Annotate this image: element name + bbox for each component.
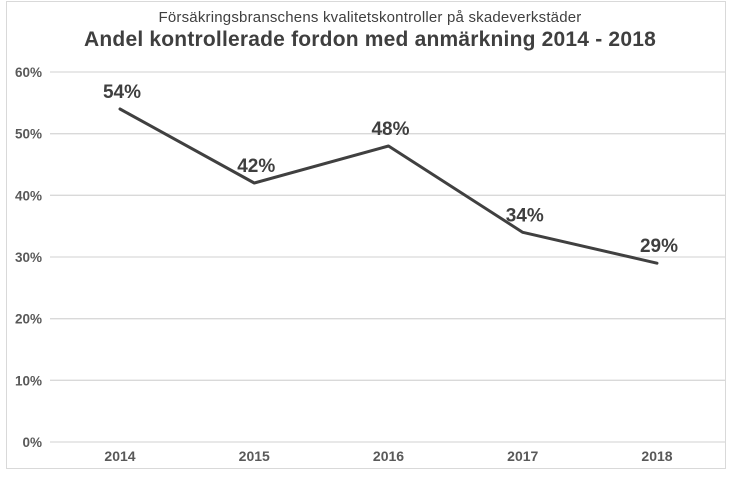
data-label: 54% [103, 82, 141, 103]
data-label: 34% [506, 205, 544, 226]
x-tick-label: 2014 [104, 448, 135, 464]
line-chart: 0% 10% 20% 30% 40% 50% 60% 54% 42% 48% 34% 29% 2014 2… [15, 65, 725, 464]
chart-subtitle: Försäkringsbranschens kvalitetskontrolle… [158, 9, 582, 26]
chart-title: Andel kontrollerade fordon med anmärknin… [84, 28, 656, 51]
y-tick-label: 40% [15, 188, 42, 203]
data-label: 42% [237, 156, 275, 177]
data-label: 48% [371, 119, 409, 140]
x-tick-label: 2018 [641, 448, 672, 464]
y-tick-label: 60% [15, 65, 42, 80]
y-tick-label: 20% [15, 312, 42, 327]
y-tick-label: 0% [22, 435, 42, 450]
y-tick-label: 10% [15, 373, 42, 388]
data-line [118, 107, 659, 265]
x-tick-label: 2015 [239, 448, 270, 464]
y-tick-label: 30% [15, 250, 42, 265]
data-label: 29% [640, 236, 678, 257]
y-tick-label: 50% [15, 127, 42, 142]
chart-frame [6, 1, 726, 469]
x-tick-label: 2017 [507, 448, 538, 464]
x-tick-label: 2016 [373, 448, 404, 464]
